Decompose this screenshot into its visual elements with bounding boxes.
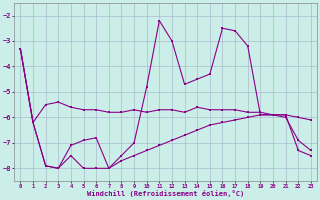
- X-axis label: Windchill (Refroidissement éolien,°C): Windchill (Refroidissement éolien,°C): [87, 190, 244, 197]
